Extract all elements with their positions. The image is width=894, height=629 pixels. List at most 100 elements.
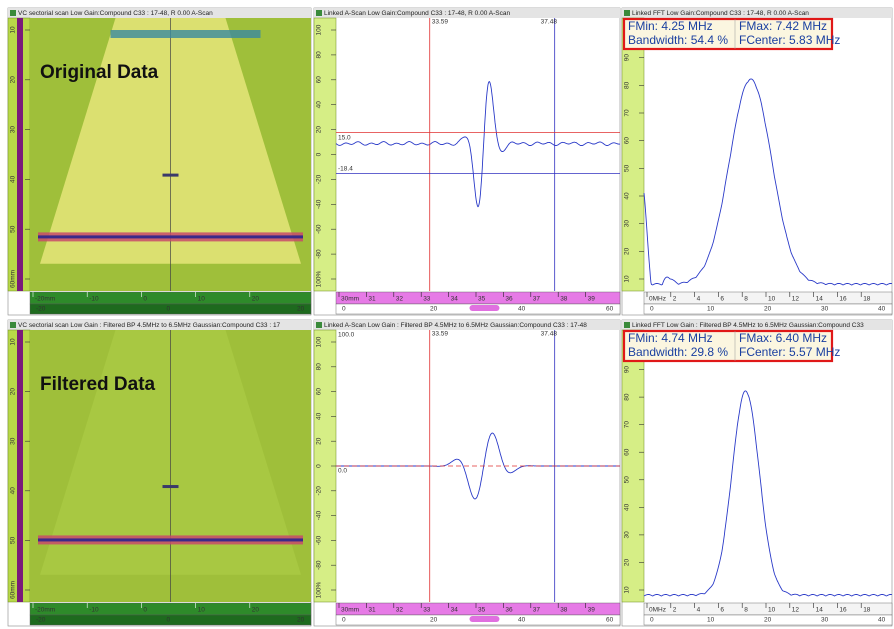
fmax: FMax: 7.42 MHz	[739, 19, 827, 33]
ruler-label: 50	[10, 536, 17, 544]
cursor-label: 33.59	[432, 331, 449, 338]
echo-spot	[163, 174, 179, 177]
data-label: Original Data	[40, 62, 159, 83]
ruler-label: 0MHz	[649, 296, 666, 303]
fmin: FMin: 4.74 MHz	[628, 331, 713, 345]
ruler-label: 40	[518, 617, 526, 624]
ruler-label: 0	[167, 617, 171, 624]
ruler-label: 31	[368, 607, 376, 614]
ruler-label: 0	[316, 152, 323, 156]
ruler-label: 10	[624, 275, 631, 283]
ruler-label: 100	[316, 336, 323, 347]
echo-band-core	[38, 235, 303, 238]
ruler-label: -60	[316, 224, 323, 234]
ruler-label: 20	[297, 617, 305, 624]
ruler-label: 30	[624, 220, 631, 228]
ruler-label: 33	[423, 607, 431, 614]
ruler-label: 80	[316, 51, 323, 59]
ruler-strip	[17, 330, 23, 602]
ruler-label: 20	[252, 607, 260, 614]
ruler-label: 34	[451, 607, 459, 614]
echo-spot	[163, 485, 179, 488]
ruler-label: 18	[863, 296, 871, 303]
title-icon	[316, 10, 322, 16]
ruler-label: 16	[839, 607, 847, 614]
ruler-label: 0	[143, 296, 147, 303]
ruler-label: 20	[297, 306, 305, 313]
ruler-label: 8	[744, 607, 748, 614]
panel-title: Linked FFT Low Gain:Compound C33 : 17-48…	[632, 10, 809, 17]
panel-frame	[622, 320, 892, 626]
ruler-label: -80	[316, 560, 323, 570]
ruler-label: 60	[316, 388, 323, 396]
bottom-ruler	[30, 292, 311, 304]
bandwidth: Bandwidth: 54.4 %	[628, 33, 728, 47]
ruler-label: 32	[396, 607, 404, 614]
fcenter: FCenter: 5.83 MHz	[739, 33, 840, 47]
ruler-label: 30mm	[341, 607, 359, 614]
ruler-label: 10	[707, 306, 715, 313]
ruler-label: -20	[316, 486, 323, 496]
ruler-label: 31	[368, 296, 376, 303]
ruler-label: 20	[624, 247, 631, 255]
ruler-label: 80	[624, 81, 631, 89]
ruler-label: 40	[316, 412, 323, 420]
ruler-label: 10	[198, 607, 206, 614]
ruler-label: 20	[10, 76, 17, 84]
panel-title: VC sectorial scan Low Gain:Compound C33 …	[18, 10, 213, 17]
ruler-label: 40	[878, 306, 886, 313]
ruler-label: 30	[821, 617, 829, 624]
ruler-label: -10	[89, 607, 99, 614]
ruler-label: 40	[518, 306, 526, 313]
panel-frame	[314, 8, 620, 315]
ruler-label: 60	[606, 306, 614, 313]
ruler-label: 0	[143, 607, 147, 614]
ruler-label: 20	[624, 558, 631, 566]
ruler-label: 14	[816, 607, 824, 614]
ruler-label: 0	[316, 464, 323, 468]
gate-slider	[469, 305, 499, 311]
cursor-label: 100.0	[338, 332, 355, 339]
ruler-label: 4	[697, 607, 701, 614]
cursor-label: 0.0	[338, 468, 347, 475]
ruler-label: 37	[533, 296, 541, 303]
ruler-label: 32	[396, 296, 404, 303]
fcenter: FCenter: 5.57 MHz	[739, 345, 840, 359]
ruler-label: 6	[720, 607, 724, 614]
gate-slider	[469, 616, 499, 622]
ruler-label: 34	[451, 296, 459, 303]
ruler-label: -20	[36, 306, 46, 313]
fmin: FMin: 4.25 MHz	[628, 19, 713, 33]
ruler-label: 30	[10, 126, 17, 134]
screen: VC sectorial scan Low Gain:Compound C33 …	[0, 0, 894, 629]
ruler-label: 20	[10, 388, 17, 396]
title-icon	[10, 10, 16, 16]
ruler-label: 0	[650, 306, 654, 313]
ruler-label: -20	[316, 174, 323, 184]
ruler-label: -80	[316, 249, 323, 259]
ruler-label: 100	[316, 24, 323, 35]
ruler-label: 10	[707, 617, 715, 624]
ruler-label: 20	[764, 617, 772, 624]
surface-echo	[111, 30, 261, 38]
ruler-label: 18	[863, 607, 871, 614]
cursor-label: 37.48	[541, 19, 558, 26]
ruler-label: 35	[478, 296, 486, 303]
panel-title: VC sectorial scan Low Gain : Filtered BP…	[18, 322, 281, 329]
data-label: Filtered Data	[40, 374, 156, 395]
ruler-label: 10	[198, 296, 206, 303]
ruler-label: -10	[89, 296, 99, 303]
ruler-label: -60	[316, 535, 323, 545]
ruler-label: 60mm	[10, 581, 17, 599]
title-icon	[10, 322, 16, 328]
ruler-label: 0	[650, 617, 654, 624]
ruler-label: 40	[10, 487, 17, 495]
ruler-label: 36	[505, 296, 513, 303]
ruler-label: 39	[588, 296, 596, 303]
ruler-label: 40	[624, 192, 631, 200]
ruler-label: 60	[624, 137, 631, 145]
ruler-label: 4	[697, 296, 701, 303]
ruler-label: 6	[720, 296, 724, 303]
ruler-label: 37	[533, 607, 541, 614]
ruler-label: 20	[252, 296, 260, 303]
